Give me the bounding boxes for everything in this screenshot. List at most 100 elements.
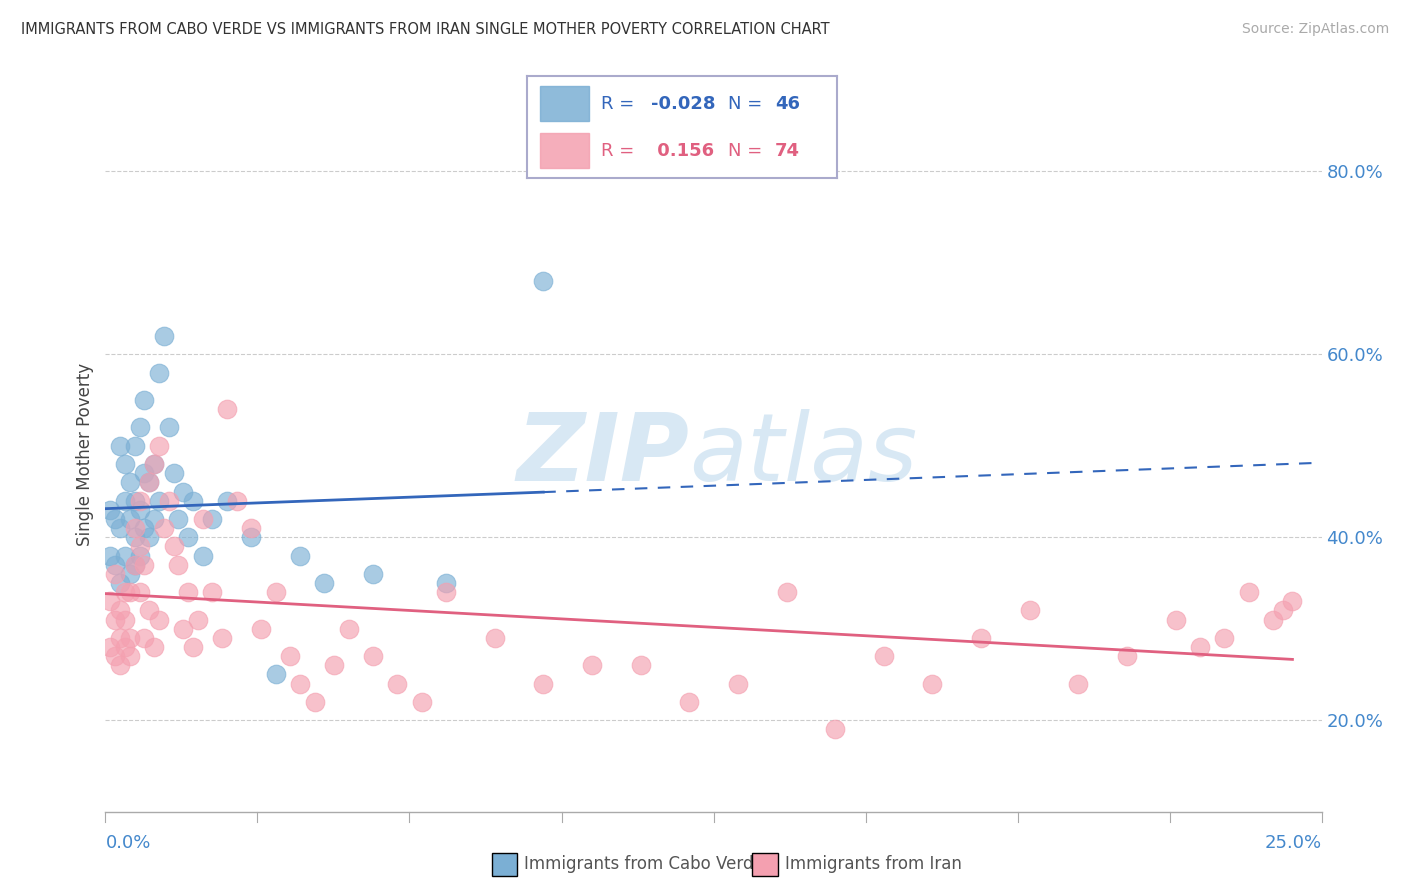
Point [104, 613, 127, 627]
Point [172, 484, 194, 499]
Point [148, 439, 170, 453]
Text: 0.0%: 0.0% [105, 834, 150, 852]
Text: N =: N = [728, 142, 768, 160]
Bar [540, 87, 589, 121]
Point [181, 640, 204, 654]
Point [124, 439, 146, 453]
Point [138, 530, 160, 544]
Point [118, 566, 141, 581]
Point [361, 649, 384, 664]
Point [211, 631, 233, 645]
Point [134, 521, 156, 535]
Point [177, 530, 200, 544]
Point [118, 649, 141, 664]
Point [157, 420, 180, 434]
Point [921, 676, 943, 690]
Text: R =: R = [602, 95, 641, 112]
Point [434, 576, 457, 591]
Point [240, 521, 263, 535]
Text: 25.0%: 25.0% [1264, 834, 1322, 852]
Point [114, 457, 136, 471]
Point [1237, 585, 1260, 599]
Point [314, 576, 336, 591]
Point [434, 585, 457, 599]
Point [970, 631, 993, 645]
Y-axis label: Single Mother Poverty: Single Mother Poverty [76, 363, 94, 547]
Point [201, 512, 224, 526]
Point [148, 613, 170, 627]
Point [1164, 613, 1187, 627]
Point [172, 622, 194, 636]
Point [181, 493, 204, 508]
Point [531, 676, 554, 690]
Point [104, 649, 127, 664]
Point [98, 640, 121, 654]
Point [1261, 613, 1284, 627]
Text: 0.156: 0.156 [651, 142, 714, 160]
Point [114, 613, 136, 627]
Text: Immigrants from Iran: Immigrants from Iran [785, 855, 962, 873]
Point [1213, 631, 1236, 645]
Point [108, 439, 131, 453]
Point [288, 676, 311, 690]
Text: atlas: atlas [689, 409, 918, 500]
Point [124, 521, 146, 535]
Point [162, 467, 184, 481]
Point [411, 695, 433, 709]
Point [108, 603, 131, 617]
Point [824, 723, 846, 737]
Point [148, 493, 170, 508]
Point [201, 585, 224, 599]
Point [217, 402, 239, 417]
Point [148, 366, 170, 380]
Point [1067, 676, 1090, 690]
Point [104, 512, 127, 526]
Point [167, 512, 190, 526]
Point [1116, 649, 1139, 664]
Point [114, 549, 136, 563]
Point [191, 512, 214, 526]
Point [128, 493, 150, 508]
Point [98, 503, 121, 517]
Point [873, 649, 896, 664]
Text: Source: ZipAtlas.com: Source: ZipAtlas.com [1241, 22, 1389, 37]
Point [134, 467, 156, 481]
Point [134, 631, 156, 645]
Point [138, 603, 160, 617]
Point [337, 622, 360, 636]
Point [191, 549, 214, 563]
Point [104, 566, 127, 581]
Point [114, 493, 136, 508]
Point [187, 613, 209, 627]
Point [114, 585, 136, 599]
Point [531, 274, 554, 288]
Point [1189, 640, 1212, 654]
Point [264, 585, 287, 599]
Point [177, 585, 200, 599]
Point [98, 594, 121, 608]
Point [98, 549, 121, 563]
Point [581, 658, 603, 673]
Point [118, 512, 141, 526]
Point [128, 585, 150, 599]
Point [153, 521, 176, 535]
Point [138, 475, 160, 490]
Point [114, 640, 136, 654]
Point [387, 676, 409, 690]
Point [157, 493, 180, 508]
Point [124, 558, 146, 572]
Text: 74: 74 [775, 142, 800, 160]
Text: ZIP: ZIP [516, 409, 689, 501]
Text: 46: 46 [775, 95, 800, 112]
Point [118, 631, 141, 645]
Point [143, 457, 166, 471]
Text: R =: R = [602, 142, 641, 160]
Point [118, 475, 141, 490]
Text: IMMIGRANTS FROM CABO VERDE VS IMMIGRANTS FROM IRAN SINGLE MOTHER POVERTY CORRELA: IMMIGRANTS FROM CABO VERDE VS IMMIGRANTS… [21, 22, 830, 37]
Point [240, 530, 263, 544]
Point [143, 512, 166, 526]
Point [124, 493, 146, 508]
Text: N =: N = [728, 95, 768, 112]
Point [167, 558, 190, 572]
Point [118, 585, 141, 599]
